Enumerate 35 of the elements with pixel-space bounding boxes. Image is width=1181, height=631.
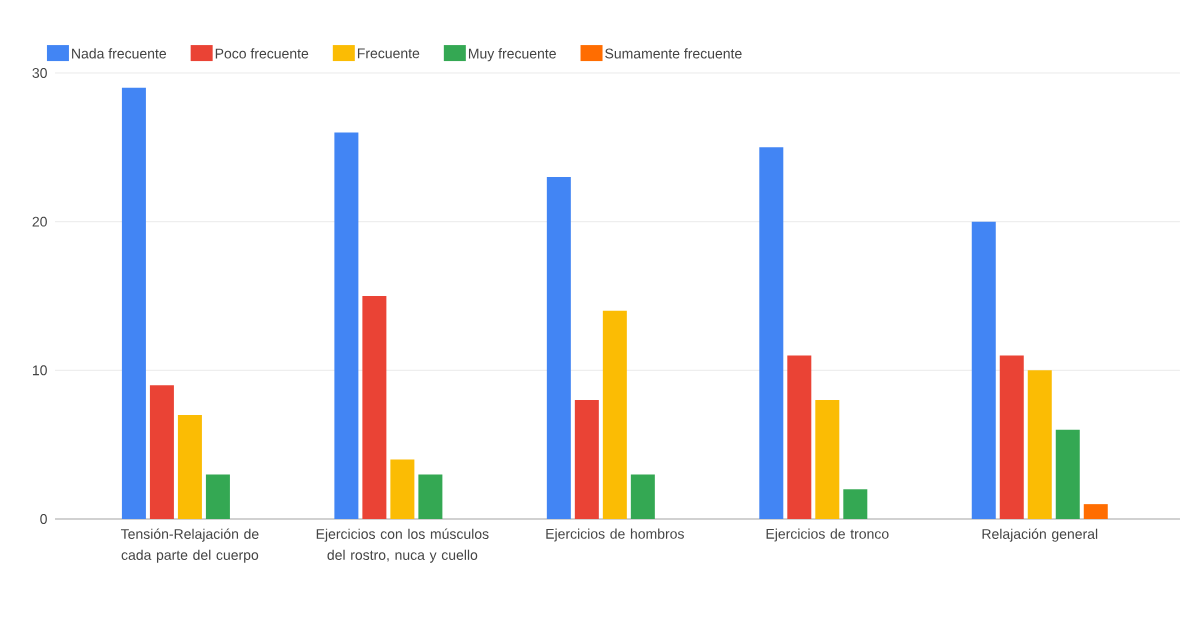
bar [971, 221, 996, 519]
bar [574, 400, 599, 519]
bar [149, 385, 174, 519]
x-tick-label: Relajación general [982, 528, 1098, 542]
bar [177, 414, 202, 519]
bar [334, 132, 359, 519]
legend-label: Muy frecuente [468, 48, 556, 62]
bar [418, 474, 443, 519]
bar [390, 459, 415, 519]
x-tick-label: Ejercicios con los músculos del rostro, nuca y cuello [316, 528, 489, 563]
bar [362, 296, 387, 519]
y-tick-label: 0 [40, 514, 47, 524]
y-tick-label: 20 [32, 216, 47, 227]
legend-label: Frecuente [357, 48, 420, 59]
legend-label: Sumamente frecuente [605, 48, 742, 59]
bar [843, 489, 868, 519]
bar [999, 355, 1024, 519]
bar [602, 310, 627, 519]
y-tick-label: 30 [32, 68, 47, 78]
bar [787, 355, 812, 519]
bar [1083, 504, 1108, 519]
x-tick-label: Ejercicios de hombros [546, 528, 684, 542]
bar [1027, 370, 1052, 519]
bar [759, 147, 784, 519]
bar [815, 400, 840, 519]
x-tick-label: Ejercicios de tronco [766, 528, 889, 542]
legend-label: Poco frecuente [215, 48, 309, 59]
bar [630, 474, 655, 519]
legend-label: Nada frecuente [72, 48, 167, 59]
bar [205, 474, 230, 519]
bar [1055, 429, 1080, 519]
bar [546, 177, 571, 519]
x-tick-label: Tensión-Relajación de cada parte del cuerpo [120, 528, 259, 563]
bar [121, 87, 146, 519]
y-tick-label: 10 [32, 365, 47, 376]
